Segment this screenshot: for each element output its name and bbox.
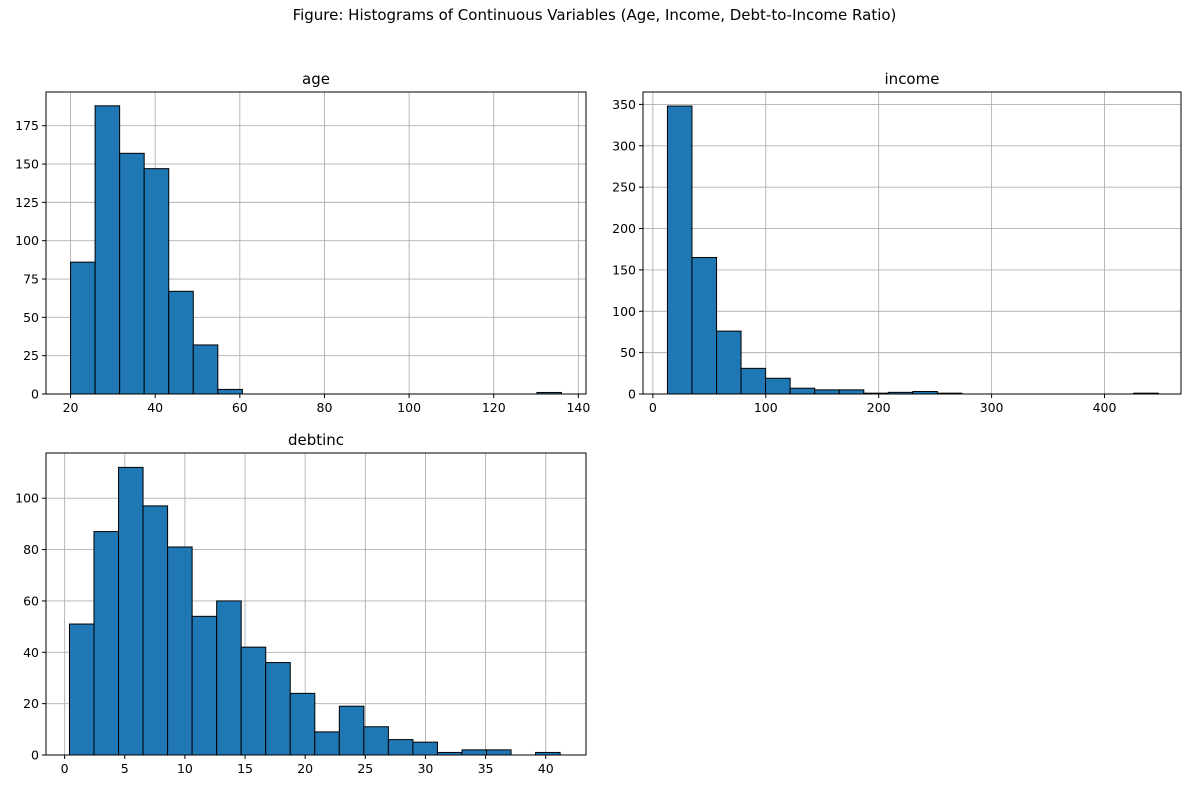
y-tick-label: 75 bbox=[23, 272, 39, 287]
y-tick-label: 0 bbox=[628, 387, 636, 402]
histogram-bar bbox=[314, 731, 340, 756]
x-tick-label: 200 bbox=[867, 400, 891, 415]
y-tick-label: 200 bbox=[612, 221, 636, 236]
x-tick-label: 300 bbox=[980, 400, 1004, 415]
histogram-bar bbox=[666, 105, 693, 395]
histogram-bar bbox=[363, 726, 389, 756]
y-tick-label: 175 bbox=[15, 118, 39, 133]
y-tick-label: 0 bbox=[31, 748, 39, 763]
histogram-bar bbox=[192, 344, 219, 395]
y-tick-label: 125 bbox=[15, 195, 39, 210]
x-tick-label: 40 bbox=[147, 400, 163, 415]
histogram-bar bbox=[191, 615, 218, 756]
x-tick-label: 100 bbox=[397, 400, 421, 415]
panel-debtinc: 0 5 10 15 20 25 30 35 40 0 20 40 60 80 100 debtinc bbox=[15, 431, 587, 776]
y-tick-label: 25 bbox=[23, 348, 39, 363]
histogram-bar bbox=[740, 367, 767, 395]
y-tick-label: 150 bbox=[15, 157, 39, 172]
histogram-bar bbox=[412, 741, 438, 756]
x-tick-label: 40 bbox=[538, 761, 554, 776]
histogram-bar bbox=[265, 662, 291, 756]
histogram-bar bbox=[838, 389, 865, 395]
x-tick-label: 80 bbox=[317, 400, 333, 415]
histogram-bar bbox=[217, 388, 243, 395]
x-tick-label: 140 bbox=[566, 400, 590, 415]
histogram-bar bbox=[142, 505, 169, 756]
histogram-bar bbox=[167, 546, 193, 756]
x-tick-label: 25 bbox=[357, 761, 373, 776]
y-tick-label: 50 bbox=[23, 310, 39, 325]
histogram-bar bbox=[70, 261, 96, 395]
y-tick-label: 50 bbox=[620, 345, 636, 360]
x-tick-label: 60 bbox=[232, 400, 248, 415]
x-tick-label: 100 bbox=[754, 400, 778, 415]
panel-age: 20 40 60 80 100 120 140 0 25 50 75 100 125 150 175 age bbox=[15, 70, 590, 415]
y-tick-label: 250 bbox=[612, 180, 636, 195]
histogram-bar bbox=[789, 387, 816, 395]
histogram-bar bbox=[94, 105, 121, 395]
axes-frame bbox=[642, 91, 1182, 395]
x-tick-label: 35 bbox=[478, 761, 494, 776]
panel-title: debtinc bbox=[288, 431, 344, 449]
y-tick-label: 100 bbox=[612, 304, 636, 319]
x-tick-label: 120 bbox=[482, 400, 506, 415]
x-tick-label: 20 bbox=[63, 400, 79, 415]
y-tick-label: 350 bbox=[612, 97, 636, 112]
y-tick-label: 0 bbox=[31, 387, 39, 402]
histogram-bar bbox=[461, 749, 488, 756]
histogram-bar bbox=[814, 389, 840, 395]
axes-frame bbox=[45, 452, 587, 756]
y-tick-label: 40 bbox=[23, 645, 39, 660]
y-tick-label: 60 bbox=[23, 593, 39, 608]
y-tick-label: 100 bbox=[15, 233, 39, 248]
histogram-bar bbox=[93, 531, 120, 756]
histogram-bar bbox=[765, 377, 791, 395]
histogram-bar bbox=[168, 290, 194, 395]
y-tick-label: 300 bbox=[612, 138, 636, 153]
histogram-bar bbox=[143, 168, 170, 395]
y-tick-label: 150 bbox=[612, 262, 636, 277]
x-tick-label: 20 bbox=[297, 761, 313, 776]
panel-title: age bbox=[302, 70, 330, 88]
histogram-bar bbox=[716, 330, 742, 395]
histogram-bar bbox=[68, 623, 95, 756]
x-tick-label: 0 bbox=[61, 761, 69, 776]
x-tick-label: 15 bbox=[237, 761, 253, 776]
histogram-bar bbox=[338, 705, 365, 756]
histogram-bar bbox=[119, 152, 145, 395]
axes-frame bbox=[45, 91, 587, 395]
histogram-bar bbox=[387, 739, 414, 756]
histogram-bar bbox=[216, 600, 242, 756]
y-tick-label: 20 bbox=[23, 696, 39, 711]
x-tick-label: 0 bbox=[649, 400, 657, 415]
x-tick-label: 30 bbox=[417, 761, 433, 776]
histogram-bar bbox=[289, 692, 316, 756]
histogram-bar bbox=[486, 749, 512, 756]
y-tick-label: 100 bbox=[15, 491, 39, 506]
x-tick-label: 5 bbox=[121, 761, 129, 776]
histogram-bar bbox=[240, 646, 267, 756]
x-tick-label: 400 bbox=[1093, 400, 1117, 415]
y-tick-label: 80 bbox=[23, 542, 39, 557]
x-tick-label: 10 bbox=[177, 761, 193, 776]
panel-income: 0 100 200 300 400 0 50 100 150 200 250 300 350 income bbox=[612, 70, 1182, 415]
histogram-bar bbox=[118, 466, 144, 756]
panel-title: income bbox=[885, 70, 940, 88]
histogram-bar bbox=[691, 256, 718, 395]
figure-title: Figure: Histograms of Continuous Variabl… bbox=[292, 6, 897, 24]
